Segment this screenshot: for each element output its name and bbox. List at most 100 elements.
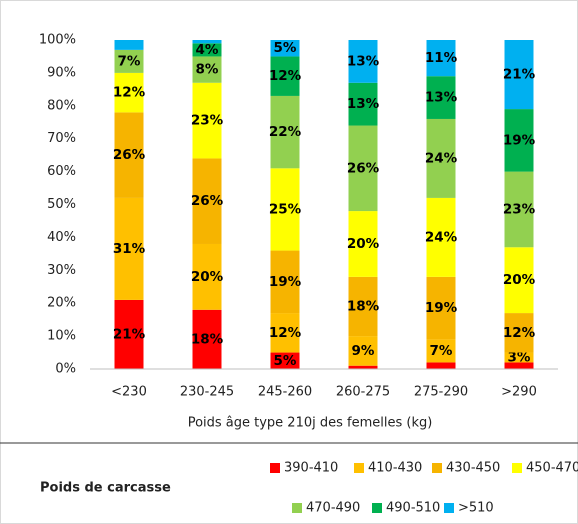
value-label: 12% <box>113 85 146 101</box>
bar-segment <box>192 40 222 44</box>
value-label: 20% <box>191 269 224 285</box>
value-label: 12% <box>503 325 536 341</box>
value-label: 26% <box>113 147 146 163</box>
value-label: 13% <box>347 96 380 112</box>
legend-label: 390-410 <box>284 461 338 476</box>
x-tick-label: 230-245 <box>180 385 234 400</box>
value-label: 26% <box>191 193 224 209</box>
bar-segment <box>270 56 300 96</box>
bar-segment <box>270 168 300 251</box>
value-label: 21% <box>113 326 146 342</box>
value-label: 19% <box>503 132 536 148</box>
value-label: 26% <box>347 160 380 176</box>
bar-segment <box>192 56 222 83</box>
legend-swatch <box>372 503 382 513</box>
bar-segment <box>504 352 534 363</box>
value-label: 18% <box>347 298 380 314</box>
value-label: 20% <box>503 272 536 288</box>
legend-label: 470-490 <box>306 501 360 516</box>
bar-segment <box>270 250 300 314</box>
bar-segment <box>270 95 300 169</box>
y-tick-label: 30% <box>47 263 76 278</box>
value-label: 21% <box>503 67 536 83</box>
bar-segment <box>504 40 534 110</box>
value-label: 24% <box>425 229 458 245</box>
legend-title: Poids de carcasse <box>40 481 171 496</box>
value-label: 13% <box>425 90 458 106</box>
bar-segment <box>348 125 378 212</box>
bar-segment <box>114 72 144 113</box>
y-tick-label: 0% <box>55 362 76 377</box>
bar-segment <box>192 243 222 310</box>
legend-label: 430-450 <box>446 461 500 476</box>
bar-segment <box>114 40 144 50</box>
value-label: 23% <box>191 113 224 129</box>
y-tick-label: 70% <box>47 131 76 146</box>
x-tick-label: >290 <box>501 385 537 400</box>
y-tick-label: 10% <box>47 329 76 344</box>
legend-swatch <box>444 503 454 513</box>
legend-swatch <box>354 463 364 473</box>
value-label: 19% <box>425 300 458 316</box>
x-tick-label: 275-290 <box>414 385 468 400</box>
y-tick-label: 100% <box>39 33 76 48</box>
bar-segment <box>270 40 300 57</box>
bar-segment <box>192 158 222 244</box>
bar-segment <box>114 197 144 300</box>
value-label: 13% <box>347 53 380 69</box>
value-label: 9% <box>352 343 375 359</box>
legend-label: 450-470 <box>526 461 578 476</box>
value-label: 5% <box>274 353 297 369</box>
bar-segment <box>426 362 456 369</box>
legend-label: >510 <box>458 501 494 516</box>
x-tick-label: 245-260 <box>258 385 312 400</box>
value-label: 23% <box>503 201 536 217</box>
value-label: 7% <box>118 53 141 69</box>
bar-segment <box>426 40 456 77</box>
bar-segment <box>504 362 534 369</box>
value-label: 22% <box>269 124 302 140</box>
y-tick-label: 80% <box>47 98 76 113</box>
bar-segment <box>114 299 144 369</box>
bar-segment <box>504 313 534 353</box>
y-tick-label: 20% <box>47 296 76 311</box>
bar-segment <box>348 40 378 83</box>
bar-segment <box>348 365 378 369</box>
x-axis-title: Poids âge type 210j des femelles (kg) <box>188 416 433 431</box>
bar-segment <box>504 171 534 248</box>
value-label: 19% <box>269 274 302 290</box>
bar-segment <box>348 82 378 126</box>
x-tick-label: 260-275 <box>336 385 390 400</box>
bar-segment <box>426 197 456 277</box>
y-tick-label: 40% <box>47 230 76 245</box>
value-label: 4% <box>196 42 219 58</box>
bar-segment <box>348 336 378 366</box>
y-tick-label: 60% <box>47 164 76 179</box>
bar-segment <box>504 247 534 314</box>
bar-segment <box>426 118 456 198</box>
value-label: 25% <box>269 201 302 217</box>
value-label: 31% <box>113 241 146 257</box>
bar-segment <box>426 339 456 363</box>
bar-segment <box>270 313 300 353</box>
legend-swatch <box>292 503 302 513</box>
legend-swatch <box>270 463 280 473</box>
bar-segment <box>114 49 144 73</box>
legend-swatch <box>512 463 522 473</box>
bar-segment <box>426 76 456 119</box>
x-tick-label: <230 <box>111 385 147 400</box>
value-label: 11% <box>425 50 458 66</box>
y-tick-label: 50% <box>47 197 76 212</box>
bar-segment <box>270 352 300 369</box>
value-label: 12% <box>269 325 302 341</box>
value-label: 3% <box>508 349 531 365</box>
legend-label: 410-430 <box>368 461 422 476</box>
bar-segment <box>192 309 222 369</box>
value-label: 24% <box>425 150 458 166</box>
bar-segment <box>348 276 378 337</box>
bar-segment <box>426 276 456 340</box>
bar-segment <box>114 112 144 198</box>
bar-segment <box>192 43 222 57</box>
bar-segment <box>192 82 222 159</box>
